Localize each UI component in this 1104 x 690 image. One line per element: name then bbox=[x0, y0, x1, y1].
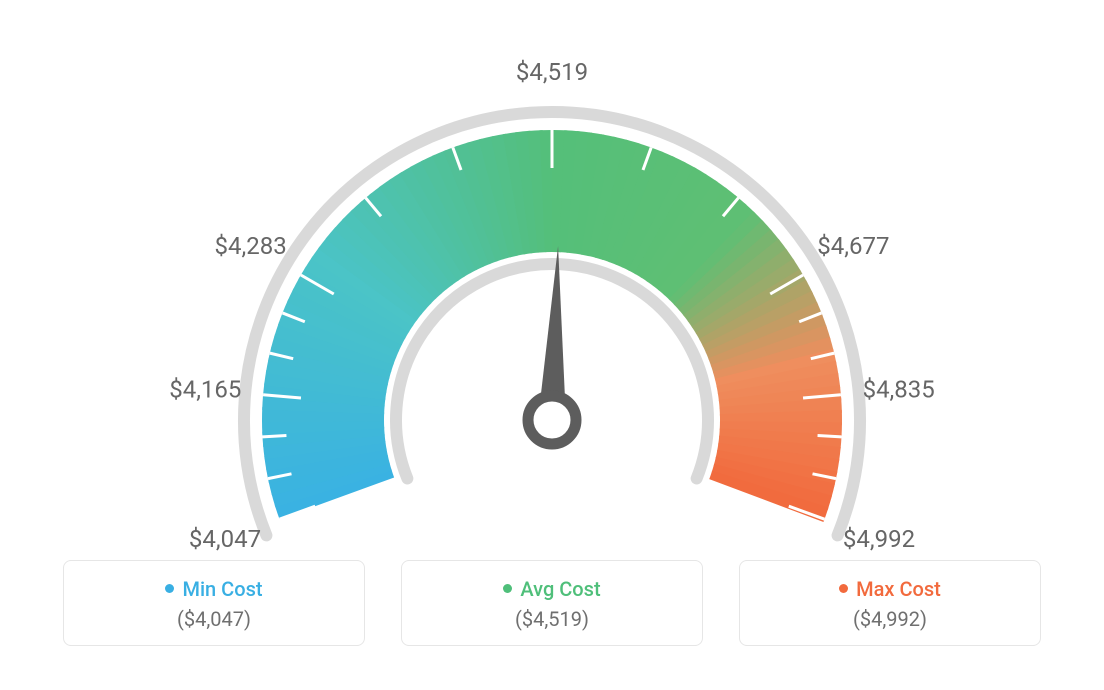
legend-max-value: ($4,992) bbox=[740, 607, 1040, 631]
legend-avg: Avg Cost ($4,519) bbox=[401, 560, 703, 646]
gauge-tick bbox=[818, 435, 842, 436]
legend-min-title: Min Cost bbox=[64, 577, 364, 601]
legend-row: Min Cost ($4,047) Avg Cost ($4,519) Max … bbox=[0, 560, 1104, 646]
gauge-tick-label: $4,835 bbox=[863, 376, 935, 404]
gauge-tick-label: $4,047 bbox=[189, 525, 261, 553]
gauge-hub bbox=[528, 396, 576, 444]
legend-min: Min Cost ($4,047) bbox=[63, 560, 365, 646]
legend-avg-title: Avg Cost bbox=[402, 577, 702, 601]
gauge-tick-label: $4,519 bbox=[516, 58, 588, 86]
gauge-chart: $4,047 $4,165 $4,283 $4,519 $4,677 $4,835 $4,9… bbox=[0, 0, 1104, 560]
legend-min-value: ($4,047) bbox=[64, 607, 364, 631]
legend-max: Max Cost ($4,992) bbox=[739, 560, 1041, 646]
gauge-svg: $4,047 $4,165 $4,283 $4,519 $4,677 $4,835 $4,9… bbox=[0, 0, 1104, 560]
gauge-tick-label: $4,677 bbox=[817, 232, 889, 260]
gauge-tick-label: $4,165 bbox=[169, 376, 241, 404]
legend-max-title: Max Cost bbox=[740, 577, 1040, 601]
gauge-tick-label: $4,992 bbox=[843, 525, 915, 553]
legend-avg-dot bbox=[503, 584, 512, 593]
legend-min-label: Min Cost bbox=[182, 577, 262, 601]
legend-avg-label: Avg Cost bbox=[520, 577, 600, 601]
gauge-tick-label: $4,283 bbox=[215, 232, 287, 260]
legend-max-label: Max Cost bbox=[856, 577, 941, 601]
legend-avg-value: ($4,519) bbox=[402, 607, 702, 631]
legend-min-dot bbox=[165, 584, 174, 593]
gauge-tick bbox=[262, 435, 286, 436]
legend-max-dot bbox=[839, 584, 848, 593]
